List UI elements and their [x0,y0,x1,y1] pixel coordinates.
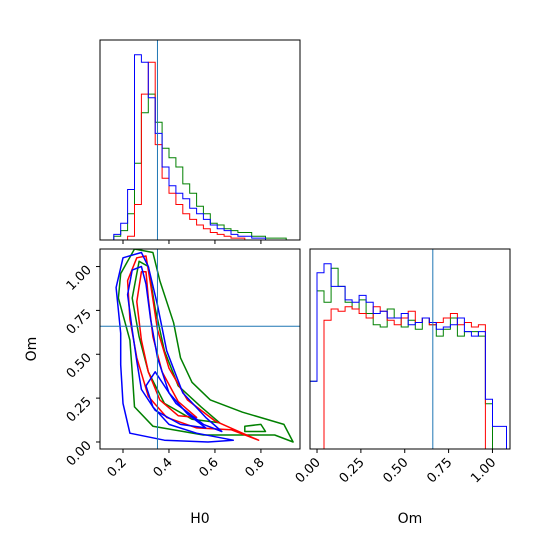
contour-green-small [244,423,267,433]
h0-histogram-blue [100,54,300,241]
om-tick-label: 1.00 [468,455,499,486]
om-tick-label-y: 0.75 [64,307,95,338]
om-histogram-panel: 0.00 0.25 0.50 0.75 1.00 [293,248,511,486]
y-axis-label-om: Om [24,337,40,362]
om-tick-label-y: 0.50 [64,350,95,381]
h0-tick-label: 0.4 [151,455,176,480]
panel-frame-joint [99,248,301,450]
contour-green-outer [117,249,294,443]
x-axis-label-h0: H0 [190,511,209,527]
h0-tick-label: 0.8 [243,455,268,480]
om-tick-label-y: 0.25 [64,394,95,425]
h0-histogram-panel [99,39,301,244]
om-tick-label: 0.50 [380,455,411,486]
h0-tick-label: 0.6 [197,455,222,480]
h0-tick-label: 0.2 [105,455,130,480]
panel-frame-h0 [99,39,301,241]
h0-histogram-green [100,93,300,241]
contour-blue-inner [126,265,207,429]
om-histogram-blue [309,263,507,449]
x-axis-label-om: Om [398,511,423,527]
om-tick-label: 0.75 [424,455,455,486]
om-tick-label: 0.25 [337,455,368,486]
om-histogram-green [309,267,507,450]
om-tick-label-y: 1.00 [64,263,95,294]
om-tick-label: 0.00 [293,455,324,486]
joint-contour-panel: 0.2 0.4 0.6 0.8 0.00 0.25 0.50 0.75 1.00 [64,248,301,480]
panel-frame-om [309,248,511,450]
contour-blue-outer [115,251,235,443]
om-histogram-red [310,306,507,450]
om-tick-label-y: 0.00 [64,438,95,469]
